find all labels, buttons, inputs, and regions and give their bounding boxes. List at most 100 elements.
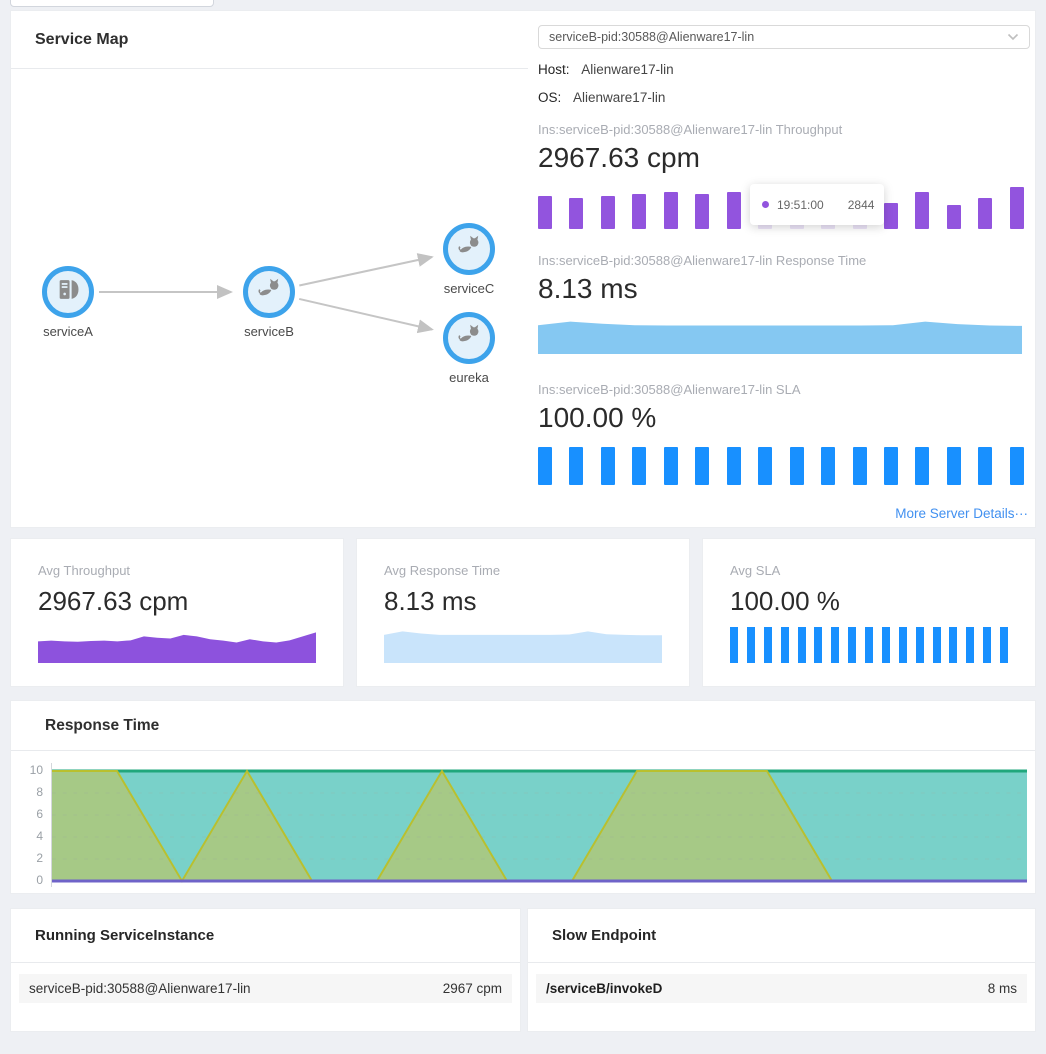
instance-sla-label: Ins:serviceB-pid:30588@Alienware17-lin S… <box>538 382 801 397</box>
service-node-circle[interactable] <box>443 223 495 275</box>
bar[interactable] <box>730 627 738 663</box>
service-instance-row[interactable]: serviceB-pid:30588@Alienware17-lin 2967 … <box>19 974 512 1003</box>
y-axis-tick-label: 2 <box>36 851 43 865</box>
instance-cpm: 2967 cpm <box>442 981 502 996</box>
bar[interactable] <box>915 627 924 663</box>
instance-response-time-chart[interactable] <box>538 318 1022 354</box>
card-value: 100.00 % <box>730 586 840 616</box>
more-server-details-link[interactable]: More Server Details··· <box>895 506 1028 521</box>
bar[interactable] <box>780 627 789 663</box>
bar[interactable] <box>695 447 710 485</box>
bar[interactable] <box>814 627 823 663</box>
instance-throughput-label: Ins:serviceB-pid:30588@Alienware17-lin T… <box>538 122 843 137</box>
time-range-select-partial[interactable] <box>10 0 214 7</box>
avg-sla-chart[interactable] <box>730 627 1008 663</box>
slow-endpoint-header: Slow Endpoint <box>528 909 1035 963</box>
bar[interactable] <box>797 627 806 663</box>
instance-name: serviceB-pid:30588@Alienware17-lin <box>29 981 251 996</box>
bar[interactable] <box>663 447 678 485</box>
bar[interactable] <box>946 204 961 229</box>
bar[interactable] <box>632 447 647 485</box>
bar[interactable] <box>1009 447 1024 485</box>
bar[interactable] <box>726 192 741 229</box>
bar[interactable] <box>831 627 840 663</box>
bar[interactable] <box>538 447 552 485</box>
bar[interactable] <box>848 627 857 663</box>
bar[interactable] <box>1009 187 1024 229</box>
response-time-trend-chart[interactable] <box>51 763 1027 887</box>
service-node-circle[interactable] <box>243 266 295 318</box>
service-map-panel: Service Map <box>10 10 1036 528</box>
tomcat-icon <box>456 322 483 354</box>
card-label: Avg Throughput <box>38 563 131 578</box>
bar[interactable] <box>881 627 890 663</box>
bar[interactable] <box>978 197 993 229</box>
service-node-circle[interactable] <box>42 266 94 318</box>
bar[interactable] <box>600 447 615 485</box>
host-label: Host: <box>538 62 570 77</box>
instance-response-time-value: 8.13 ms <box>538 273 638 304</box>
bar[interactable] <box>946 447 961 485</box>
endpoint-latency: 8 ms <box>987 981 1017 996</box>
card-value: 8.13 ms <box>384 586 477 616</box>
bar[interactable] <box>600 195 615 229</box>
avg-response-time-chart[interactable] <box>384 627 662 663</box>
instance-sla-value: 100.00 % <box>538 402 657 433</box>
topology-map[interactable]: serviceA <box>11 69 528 527</box>
avg-sla-card: Avg SLA 100.00 % <box>702 538 1036 687</box>
server-icon <box>55 276 82 308</box>
bar[interactable] <box>978 447 993 485</box>
tooltip-time: 19:51:00 <box>777 197 824 212</box>
bar[interactable] <box>1000 627 1008 663</box>
bar[interactable] <box>898 627 907 663</box>
avg-throughput-chart[interactable] <box>38 627 316 663</box>
instance-sla-chart[interactable] <box>538 447 1024 485</box>
service-node-serviceC[interactable]: serviceC <box>427 223 511 296</box>
bar[interactable] <box>538 195 552 229</box>
bar[interactable] <box>983 627 992 663</box>
service-node-circle[interactable] <box>443 312 495 364</box>
response-time-title: Response Time <box>45 716 160 734</box>
service-node-serviceB[interactable]: serviceB <box>227 266 311 339</box>
bar[interactable] <box>966 627 975 663</box>
host-value: Alienware17-lin <box>581 62 674 77</box>
bar[interactable] <box>632 194 647 229</box>
avg-response-time-card: Avg Response Time 8.13 ms <box>356 538 690 687</box>
bar[interactable] <box>821 447 836 485</box>
chart-tooltip: 19:51:00 2844 <box>750 184 884 225</box>
instance-throughput-value: 2967.63 cpm <box>538 142 700 173</box>
running-serviceinstance-panel: Running ServiceInstance serviceB-pid:305… <box>10 908 521 1032</box>
host-row: Host: Alienware17-lin <box>538 62 1030 77</box>
bar[interactable] <box>789 447 804 485</box>
bar[interactable] <box>915 192 930 229</box>
bar[interactable] <box>763 627 772 663</box>
y-axis-tick-label: 4 <box>36 829 43 843</box>
tooltip-series-dot-icon <box>762 201 769 208</box>
service-node-label: serviceB <box>244 324 294 339</box>
bar[interactable] <box>569 447 584 485</box>
bar[interactable] <box>726 447 741 485</box>
y-axis-tick-label: 6 <box>36 807 43 821</box>
bar[interactable] <box>932 627 941 663</box>
bar[interactable] <box>883 447 898 485</box>
bar[interactable] <box>949 627 958 663</box>
bar[interactable] <box>758 447 773 485</box>
bar[interactable] <box>883 202 898 229</box>
bar[interactable] <box>695 194 710 229</box>
instance-throughput-chart[interactable]: 19:51:00 2844 <box>538 184 1024 229</box>
instance-select[interactable]: serviceB-pid:30588@Alienware17-lin <box>538 25 1030 49</box>
service-node-serviceA[interactable]: serviceA <box>26 266 110 339</box>
slow-endpoint-row[interactable]: /serviceB/invokeD 8 ms <box>536 974 1027 1003</box>
bar[interactable] <box>852 447 867 485</box>
bar[interactable] <box>746 627 755 663</box>
service-node-eureka[interactable]: eureka <box>427 312 511 385</box>
instance-metrics-column: serviceB-pid:30588@Alienware17-lin Host:… <box>528 11 1035 527</box>
bar[interactable] <box>915 447 930 485</box>
bar[interactable] <box>663 192 678 229</box>
topology-edges <box>99 253 434 334</box>
bar[interactable] <box>569 197 584 229</box>
more-link-row: More Server Details··· <box>538 505 1030 523</box>
card-label: Avg Response Time <box>384 563 501 578</box>
bar[interactable] <box>865 627 873 663</box>
